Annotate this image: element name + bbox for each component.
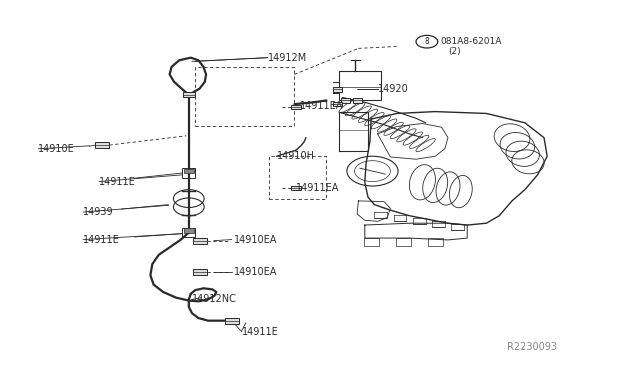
Bar [341, 98, 350, 103]
Bar [353, 98, 362, 103]
Text: 14939: 14939 [83, 207, 114, 217]
Bar [193, 269, 207, 275]
Text: 14912NC: 14912NC [192, 295, 237, 304]
Text: (2): (2) [448, 47, 461, 56]
Text: 14911E: 14911E [99, 177, 136, 186]
Bar [291, 105, 301, 109]
Text: 8: 8 [424, 37, 429, 46]
Bar [291, 186, 301, 190]
Text: 14912M: 14912M [268, 53, 307, 62]
Text: 14910H: 14910H [276, 151, 314, 161]
Text: 14911EA: 14911EA [296, 183, 339, 193]
Text: 14910EA: 14910EA [234, 267, 277, 277]
Bar [225, 318, 239, 324]
Text: 14911EA: 14911EA [300, 101, 343, 111]
Bar [193, 238, 207, 244]
Bar [183, 92, 195, 97]
Bar [184, 228, 194, 232]
Text: 081A8-6201A: 081A8-6201A [440, 37, 502, 46]
Bar [396, 238, 411, 246]
Text: 14911E: 14911E [242, 327, 278, 337]
Bar [364, 238, 379, 246]
Bar [339, 71, 381, 100]
Text: 14920: 14920 [378, 84, 408, 93]
Bar [95, 142, 109, 148]
Bar [333, 87, 342, 92]
Text: 14911E: 14911E [83, 235, 120, 244]
Bar [333, 102, 342, 106]
Bar [182, 168, 195, 178]
Bar [184, 169, 194, 173]
Text: R2230093: R2230093 [507, 341, 557, 352]
Bar [428, 238, 443, 246]
Bar [182, 228, 195, 237]
Text: 14910EA: 14910EA [234, 235, 277, 244]
Text: 14910E: 14910E [38, 144, 75, 154]
